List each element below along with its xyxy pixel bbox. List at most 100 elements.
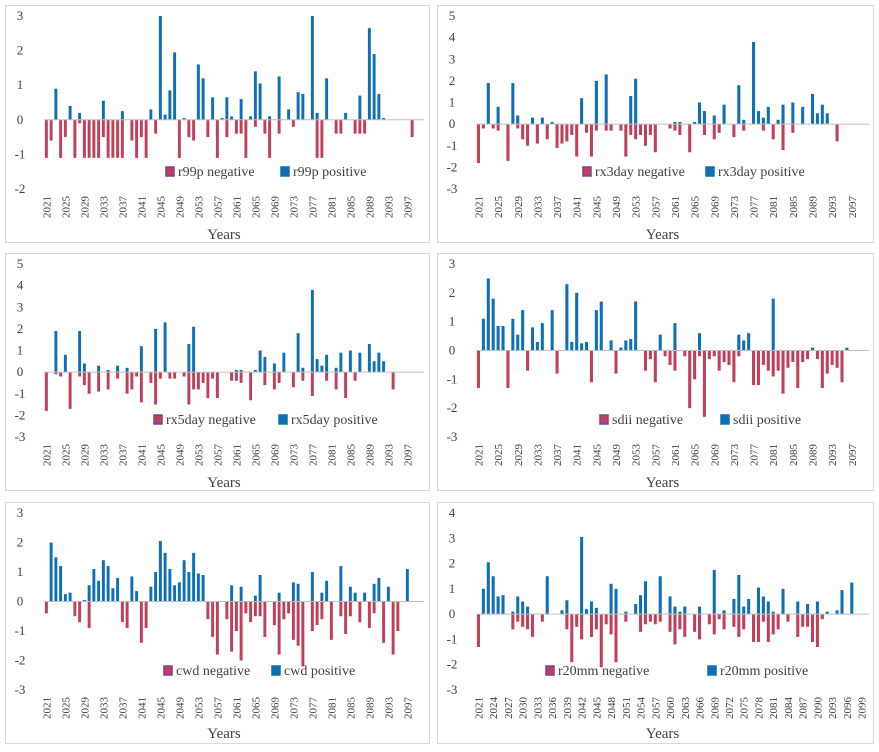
y-tick-label: -1: [15, 623, 26, 638]
y-tick-label: -2: [447, 400, 458, 415]
x-tick-label: 2025: [60, 697, 72, 720]
bar-negative-2071: [282, 601, 286, 620]
x-tick-label: 2078: [754, 697, 766, 720]
y-tick-label: 3: [17, 299, 24, 314]
bar-negative-2045: [158, 372, 162, 379]
x-tick-label: 2093: [383, 196, 395, 219]
x-tick-label: 2057: [212, 196, 224, 219]
bar-negative-2061: [673, 350, 677, 371]
x-tick-label: 2093: [383, 697, 395, 720]
x-tick-label: 2025: [493, 196, 505, 219]
bar-negative-2040: [570, 614, 574, 663]
bar-positive-2036: [116, 365, 120, 373]
bar-positive-2042: [580, 98, 584, 125]
bar-negative-2089: [367, 601, 371, 629]
bar-positive-2028: [511, 83, 515, 125]
bar-positive-2074: [737, 334, 741, 351]
bar-positive-2074: [296, 92, 300, 120]
bar-positive-2054: [639, 595, 643, 615]
bar-positive-2050: [619, 347, 623, 351]
x-tick-label: 2041: [136, 196, 148, 218]
x-tick-label: 2029: [79, 697, 91, 720]
y-tick-label: 0: [17, 594, 24, 609]
bar-positive-2042: [580, 537, 584, 615]
bar-negative-2090: [815, 614, 819, 648]
bar-negative-2071: [722, 350, 726, 363]
bar-negative-2031: [526, 124, 530, 146]
bar-negative-2073: [732, 614, 736, 627]
bar-negative-2079: [761, 350, 765, 365]
bar-negative-2081: [771, 124, 775, 140]
x-tick-label: 2061: [670, 444, 682, 466]
bar-negative-2087: [801, 350, 805, 363]
bar-positive-2053: [196, 64, 200, 120]
y-tick-label: 5: [449, 8, 456, 23]
bar-negative-2086: [353, 119, 357, 134]
bar-negative-2034: [106, 119, 110, 158]
bar-negative-2078: [756, 614, 760, 642]
x-tick-label: 2081: [768, 697, 780, 719]
bar-positive-2064: [249, 116, 253, 120]
bar-positive-2045: [594, 607, 598, 615]
x-tick-label: 2061: [231, 697, 243, 719]
y-tick-label: -1: [15, 386, 26, 401]
bar-positive-2089: [810, 347, 815, 351]
bar-positive-2067: [263, 356, 267, 373]
bar-positive-2075: [742, 606, 746, 615]
bar-negative-2084: [786, 614, 790, 622]
x-tick-label: 2053: [631, 196, 643, 219]
bar-positive-2065: [253, 595, 257, 602]
bar-negative-2085: [791, 124, 795, 133]
bar-negative-2098: [410, 119, 414, 138]
bar-negative-2044: [589, 614, 593, 637]
bar-negative-2061: [234, 601, 238, 631]
bar-negative-2031: [526, 614, 530, 630]
bar-positive-2079: [761, 596, 765, 615]
bar-negative-2027: [506, 124, 510, 161]
bar-negative-2069: [272, 372, 276, 390]
y-tick-label: 0: [17, 364, 24, 379]
chart-svg-cwd: 3 2 1 0 -1 -2 -3 2021 2025 2029 2033 2037 2041 2045 20…: [15, 505, 424, 742]
bar-negative-2029: [82, 372, 86, 386]
bar-positive-2074: [296, 333, 300, 373]
x-tick-label: 2029: [513, 196, 525, 219]
bar-positive-2032: [97, 580, 101, 602]
bar-positive-2093: [386, 586, 390, 602]
x-tick-label: 2024: [488, 697, 500, 720]
bar-negative-2061: [234, 372, 238, 381]
x-tick-label: 2025: [60, 444, 72, 467]
bar-positive-2077: [310, 16, 314, 120]
bar-positive-2070: [277, 592, 281, 602]
bar-negative-2060: [230, 372, 234, 381]
bar-negative-2044: [154, 119, 158, 134]
bar-negative-2094: [391, 372, 395, 390]
bar-negative-2035: [545, 124, 549, 140]
bar-negative-2073: [732, 124, 736, 138]
bar-positive-2069: [272, 363, 276, 373]
bar-negative-2069: [712, 124, 716, 140]
bar-positive-2087: [358, 352, 362, 373]
bar-negative-2062: [239, 119, 243, 134]
x-tick-label: 2054: [636, 697, 648, 720]
y-tick-label: -2: [447, 657, 458, 672]
bar-positive-2034: [540, 117, 544, 125]
x-tick-label: 2093: [827, 444, 839, 467]
x-tick-label: 2077: [307, 196, 319, 219]
bar-positive-2076: [747, 333, 751, 351]
bar-negative-2021: [44, 601, 48, 614]
bar-negative-2043: [585, 124, 589, 133]
bar-positive-2047: [604, 74, 608, 125]
y-tick-label: -3: [15, 682, 26, 697]
x-tick-label: 2073: [288, 444, 300, 467]
legend-swatch-positive: [720, 414, 730, 425]
bar-positive-2054: [201, 574, 205, 602]
bar-positive-2022: [481, 318, 485, 351]
bar-positive-2043: [149, 586, 153, 602]
legend-label-negative: r99p negative: [178, 165, 255, 180]
bar-negative-2066: [698, 350, 702, 357]
bar-negative-2056: [211, 601, 215, 637]
bar-negative-2040: [135, 372, 139, 377]
bar-positive-2025: [496, 325, 500, 351]
x-tick-label: 2053: [193, 697, 205, 720]
y-tick-label: -3: [447, 181, 458, 196]
